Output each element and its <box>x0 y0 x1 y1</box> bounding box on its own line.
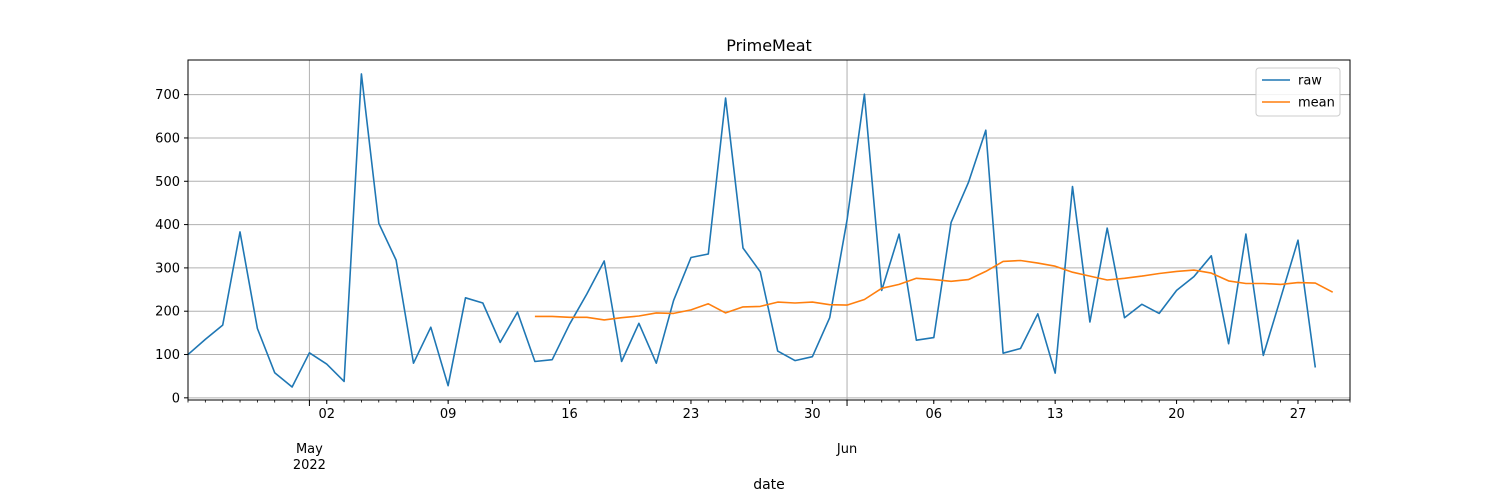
x-tick-label: 16 <box>561 407 578 422</box>
x-year-label: 2022 <box>293 458 326 473</box>
x-tick-label: 06 <box>925 407 942 422</box>
legend: raw mean <box>1255 67 1341 117</box>
series-layer <box>188 73 1334 388</box>
x-tick-label: 02 <box>318 407 335 422</box>
x-axis-label: date <box>753 477 785 493</box>
x-tick-label: 23 <box>683 407 700 422</box>
y-tick-label: 300 <box>155 261 180 276</box>
x-tick-label: 30 <box>804 407 821 422</box>
x-tick-label: 09 <box>440 407 457 422</box>
grid-layer <box>188 60 1350 400</box>
y-tick-label: 600 <box>155 131 180 146</box>
x-tick-label: 13 <box>1047 407 1064 422</box>
series-line-mean <box>534 259 1334 321</box>
y-tick-label: 0 <box>172 391 180 406</box>
y-tick-label: 200 <box>155 305 180 320</box>
y-tick-label: 700 <box>155 88 180 103</box>
legend-label-mean: mean <box>1298 96 1335 111</box>
y-tick-label: 500 <box>155 175 180 190</box>
x-month-label: May <box>296 442 323 457</box>
chart-title: PrimeMeat <box>726 36 812 55</box>
y-tick-label: 100 <box>155 348 180 363</box>
plot-frame <box>187 59 1351 401</box>
series-line-raw <box>188 73 1317 388</box>
x-tick-label: 27 <box>1290 407 1307 422</box>
y-tick-label: 400 <box>155 218 180 233</box>
legend-label-raw: raw <box>1298 74 1322 89</box>
x-tick-label: 20 <box>1168 407 1185 422</box>
x-month-label: Jun <box>836 442 857 457</box>
axis-layer: 0 100 200 300 400 500 600 700 02 09 16 23 30 06 13 20 27… <box>155 88 1351 473</box>
